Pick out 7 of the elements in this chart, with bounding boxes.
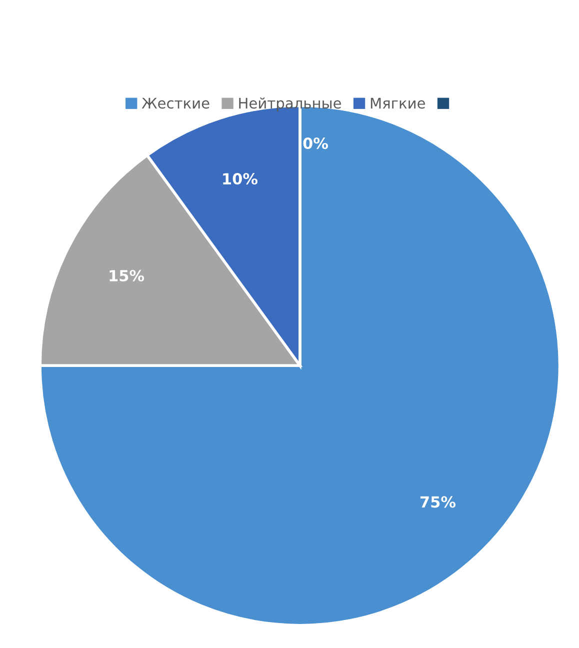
data-label: 75%	[420, 496, 456, 508]
legend-label: Мягкие	[370, 98, 425, 109]
legend-label: Жесткие	[142, 98, 210, 109]
data-label: 10%	[223, 173, 258, 185]
text: 0%	[303, 137, 328, 150]
data-label: 15%	[110, 270, 144, 282]
legend-label: Нейтральные	[239, 97, 341, 112]
